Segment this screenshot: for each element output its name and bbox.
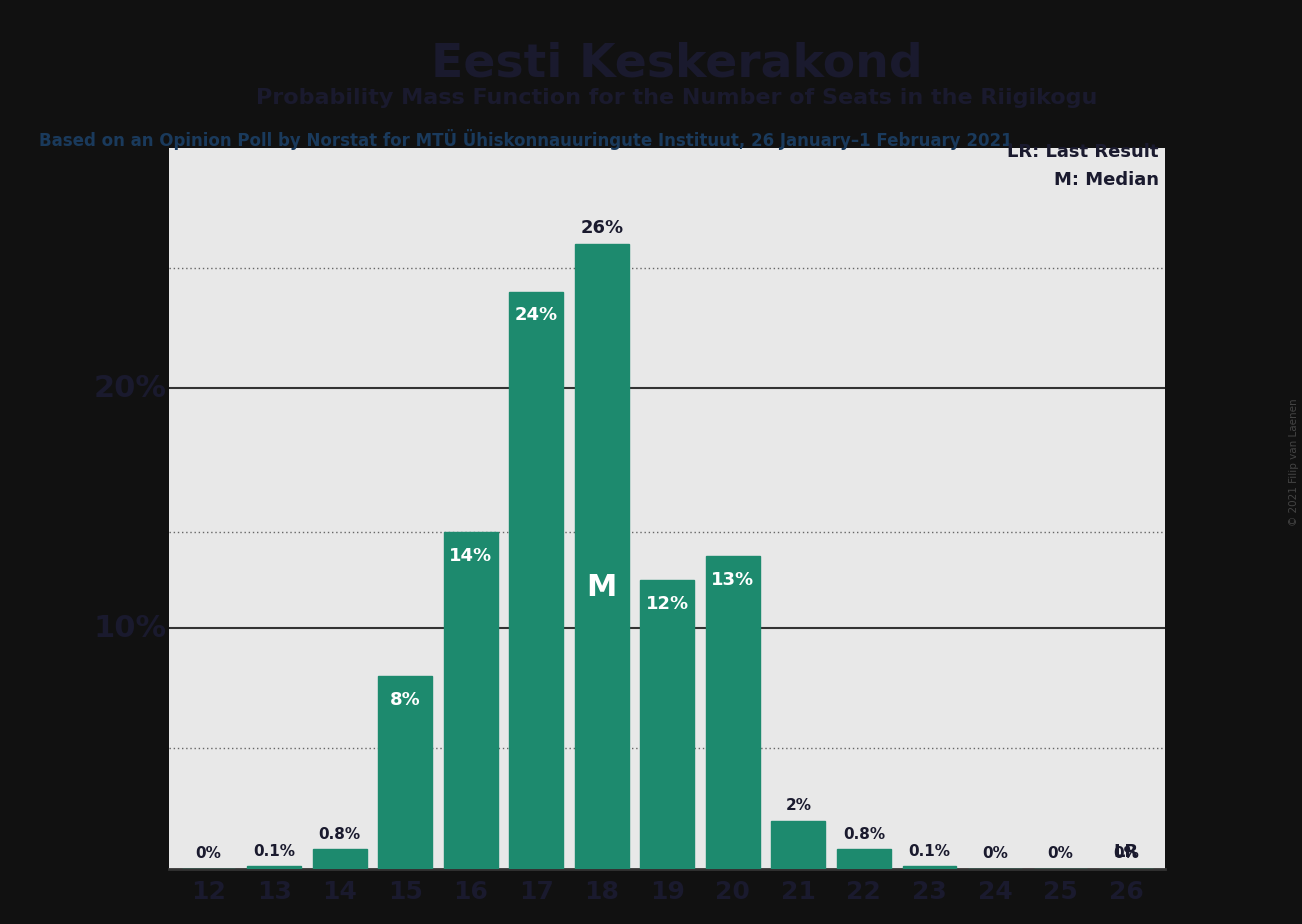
Bar [706,556,759,869]
Text: LR: Last Result: LR: Last Result [1008,143,1159,161]
Text: 10%: 10% [94,614,167,643]
Text: 26%: 26% [581,219,624,237]
Text: Eesti Keskerakond: Eesti Keskerakond [431,42,923,87]
Bar [902,866,956,869]
Bar [509,292,562,869]
Text: 0.8%: 0.8% [842,827,885,842]
Text: 0%: 0% [982,846,1008,861]
Bar [312,849,366,869]
Text: 0%: 0% [1113,846,1139,861]
Bar [379,676,432,869]
Text: LR: LR [1113,844,1138,861]
Text: 13%: 13% [711,571,754,589]
Text: © 2021 Filip van Laenen: © 2021 Filip van Laenen [1289,398,1299,526]
Text: 12%: 12% [646,595,689,613]
Text: 24%: 24% [514,307,557,324]
Text: Probability Mass Function for the Number of Seats in the Riigikogu: Probability Mass Function for the Number… [256,88,1098,108]
Text: M: M [587,573,617,602]
Text: M: Median: M: Median [1053,171,1159,188]
Text: 0.1%: 0.1% [909,844,950,859]
Text: 0.1%: 0.1% [253,844,296,859]
Bar [837,849,891,869]
Text: 0%: 0% [195,846,221,861]
Text: 0%: 0% [1048,846,1073,861]
Bar [772,821,825,869]
Bar [247,866,301,869]
Text: 0.8%: 0.8% [319,827,361,842]
Bar [641,580,694,869]
Text: 14%: 14% [449,547,492,565]
Text: 2%: 2% [785,798,811,813]
Text: 20%: 20% [94,373,167,403]
Text: 8%: 8% [389,691,421,709]
Text: Based on an Opinion Poll by Norstat for MTÜ Ühiskonnauuringute Instituut, 26 Jan: Based on an Opinion Poll by Norstat for … [39,129,1013,151]
Bar [575,244,629,869]
Bar [444,532,497,869]
